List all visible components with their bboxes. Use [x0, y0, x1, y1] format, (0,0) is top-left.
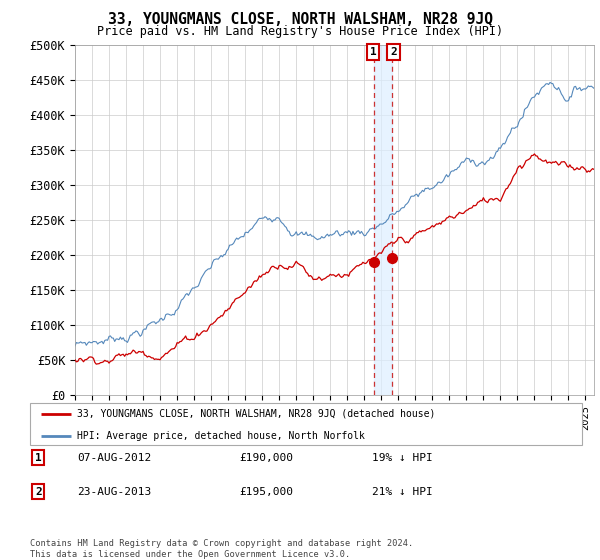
Text: 2: 2: [390, 47, 397, 57]
Text: 23-AUG-2013: 23-AUG-2013: [77, 487, 151, 497]
FancyBboxPatch shape: [30, 403, 582, 445]
Bar: [374, 45, 392, 395]
Text: 1: 1: [35, 452, 41, 463]
Text: Contains HM Land Registry data © Crown copyright and database right 2024.
This d: Contains HM Land Registry data © Crown c…: [30, 539, 413, 559]
Text: £190,000: £190,000: [240, 452, 294, 463]
Text: Price paid vs. HM Land Registry's House Price Index (HPI): Price paid vs. HM Land Registry's House …: [97, 25, 503, 38]
Text: 1: 1: [370, 47, 377, 57]
Text: 07-AUG-2012: 07-AUG-2012: [77, 452, 151, 463]
Text: 19% ↓ HPI: 19% ↓ HPI: [372, 452, 433, 463]
Text: 33, YOUNGMANS CLOSE, NORTH WALSHAM, NR28 9JQ: 33, YOUNGMANS CLOSE, NORTH WALSHAM, NR28…: [107, 12, 493, 27]
Text: £195,000: £195,000: [240, 487, 294, 497]
Text: 2: 2: [35, 487, 41, 497]
Text: HPI: Average price, detached house, North Norfolk: HPI: Average price, detached house, Nort…: [77, 431, 365, 441]
Text: 33, YOUNGMANS CLOSE, NORTH WALSHAM, NR28 9JQ (detached house): 33, YOUNGMANS CLOSE, NORTH WALSHAM, NR28…: [77, 409, 435, 419]
Text: 21% ↓ HPI: 21% ↓ HPI: [372, 487, 433, 497]
